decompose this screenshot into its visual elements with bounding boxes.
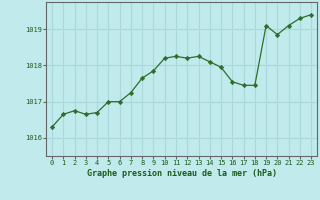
X-axis label: Graphe pression niveau de la mer (hPa): Graphe pression niveau de la mer (hPa): [87, 169, 276, 178]
